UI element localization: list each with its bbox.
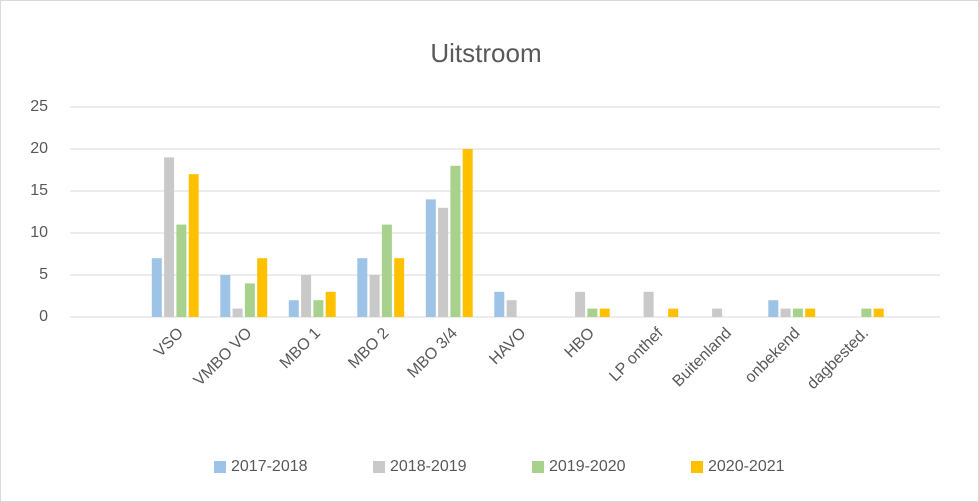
bar [288,300,299,317]
legend-label: 2020-2021 [708,458,785,475]
legend-label: 2017-2018 [231,458,308,475]
bar [462,149,473,317]
bar [301,275,312,317]
bar [861,308,872,317]
bar [188,174,199,317]
bar [151,258,162,317]
bar [232,308,243,317]
bar [438,207,449,317]
legend-swatch [373,461,385,473]
bar [780,308,791,317]
legend-swatch [214,461,226,473]
bar [164,157,175,317]
y-tick-label: 0 [39,308,48,325]
bar [244,283,255,317]
y-tick-label: 25 [30,98,48,115]
y-tick-label: 20 [30,140,48,157]
bar [805,308,816,317]
bar [257,258,268,317]
bar [768,300,779,317]
bar [313,300,324,317]
y-tick-label: 15 [30,182,48,199]
legend-label: 2018-2019 [390,458,467,475]
bar [381,224,392,317]
legend-swatch [532,461,544,473]
bar [325,291,336,317]
bar [220,275,231,317]
bar [792,308,803,317]
bar [599,308,610,317]
bar [575,291,586,317]
bar [450,165,461,317]
bar [506,300,517,317]
bar [425,199,436,317]
legend-label: 2019-2020 [549,458,626,475]
y-tick-label: 5 [39,266,48,283]
y-tick-label: 10 [30,224,48,241]
bar [357,258,368,317]
bar [712,308,723,317]
bar [176,224,187,317]
bar [587,308,598,317]
bar [668,308,679,317]
legend-swatch [691,461,703,473]
bar [369,275,380,317]
bar [643,291,654,317]
bar [873,308,884,317]
bar [394,258,405,317]
chart-title: Uitstroom [430,38,541,68]
bar [494,291,505,317]
